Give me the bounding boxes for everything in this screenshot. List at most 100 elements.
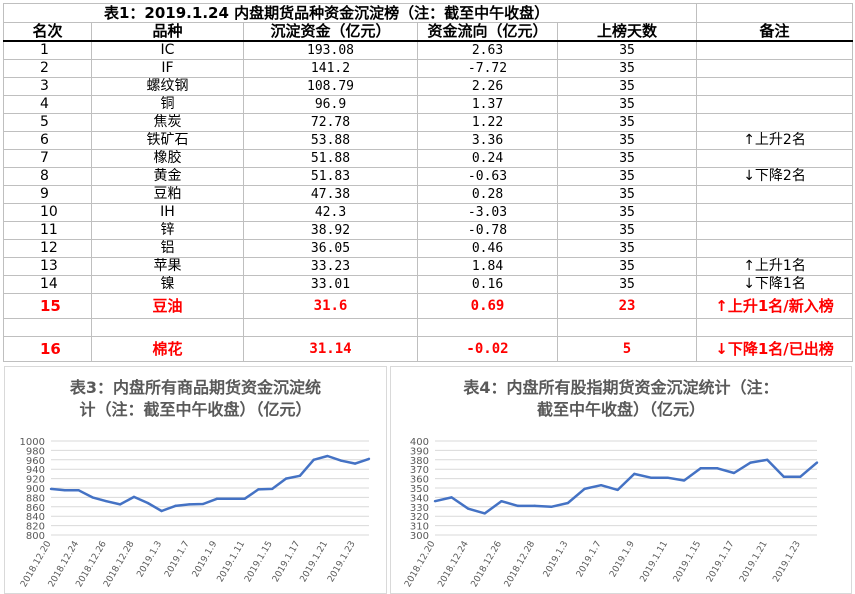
fund-cell[interactable]: 33.01 (243, 275, 418, 294)
rank-cell[interactable]: 5 (3, 113, 92, 132)
rank-cell[interactable]: 11 (3, 221, 92, 240)
name-cell[interactable]: 豆油 (91, 293, 244, 319)
days-cell[interactable]: 35 (556, 40, 698, 60)
flow-cell[interactable]: 0.46 (417, 239, 558, 258)
days-cell[interactable]: 35 (556, 77, 698, 96)
rank-cell[interactable]: 9 (3, 185, 92, 204)
flow-cell[interactable]: 1.22 (417, 113, 558, 132)
empty-cell[interactable] (91, 318, 244, 337)
name-cell[interactable]: 锌 (91, 221, 244, 240)
fund-cell[interactable]: 31.14 (243, 336, 418, 362)
flow-cell[interactable]: 3.36 (417, 131, 558, 150)
name-cell[interactable]: 苹果 (91, 257, 244, 276)
note-cell[interactable] (696, 149, 854, 168)
fund-cell[interactable]: 53.88 (243, 131, 418, 150)
flow-cell[interactable]: 2.63 (417, 40, 558, 60)
days-cell[interactable]: 35 (556, 257, 698, 276)
days-cell[interactable]: 35 (556, 131, 698, 150)
name-cell[interactable]: 棉花 (91, 336, 244, 362)
rank-cell[interactable]: 4 (3, 95, 92, 114)
name-cell[interactable]: 铁矿石 (91, 131, 244, 150)
fund-cell[interactable]: 72.78 (243, 113, 418, 132)
fund-cell[interactable]: 96.9 (243, 95, 418, 114)
days-cell[interactable]: 35 (556, 59, 698, 78)
empty-cell[interactable] (3, 318, 92, 337)
flow-cell[interactable]: 1.37 (417, 95, 558, 114)
note-cell[interactable]: ↑上升1名 (696, 257, 854, 276)
fund-cell[interactable]: 42.3 (243, 203, 418, 222)
flow-cell[interactable]: -0.02 (417, 336, 558, 362)
fund-cell[interactable]: 38.92 (243, 221, 418, 240)
rank-cell[interactable]: 15 (3, 293, 92, 319)
days-cell[interactable]: 5 (556, 336, 698, 362)
note-cell[interactable]: ↑上升1名/新入榜 (696, 293, 854, 319)
name-cell[interactable]: 焦炭 (91, 113, 244, 132)
rank-cell[interactable]: 16 (3, 336, 92, 362)
rank-cell[interactable]: 1 (3, 40, 92, 60)
flow-cell[interactable]: -0.78 (417, 221, 558, 240)
name-cell[interactable]: 铜 (91, 95, 244, 114)
name-cell[interactable]: 黄金 (91, 167, 244, 186)
name-cell[interactable]: 橡胶 (91, 149, 244, 168)
empty-cell[interactable] (696, 3, 854, 23)
note-cell[interactable] (696, 59, 854, 78)
days-cell[interactable]: 35 (556, 185, 698, 204)
days-cell[interactable]: 35 (556, 95, 698, 114)
rank-cell[interactable]: 2 (3, 59, 92, 78)
fund-cell[interactable]: 36.05 (243, 239, 418, 258)
empty-cell[interactable] (243, 318, 418, 337)
rank-cell[interactable]: 6 (3, 131, 92, 150)
note-cell[interactable] (696, 239, 854, 258)
flow-cell[interactable]: 2.26 (417, 77, 558, 96)
days-cell[interactable]: 35 (556, 221, 698, 240)
fund-cell[interactable]: 51.88 (243, 149, 418, 168)
name-cell[interactable]: 螺纹钢 (91, 77, 244, 96)
fund-cell[interactable]: 193.08 (243, 40, 418, 60)
rank-cell[interactable]: 13 (3, 257, 92, 276)
fund-cell[interactable]: 51.83 (243, 167, 418, 186)
fund-cell[interactable]: 141.2 (243, 59, 418, 78)
rank-cell[interactable]: 3 (3, 77, 92, 96)
rank-cell[interactable]: 8 (3, 167, 92, 186)
flow-cell[interactable]: 1.84 (417, 257, 558, 276)
flow-cell[interactable]: 0.24 (417, 149, 558, 168)
chart-panel-index[interactable]: 表4：内盘所有股指期货资金沉淀统计（注： 截至中午收盘）（亿元） 300 310 3… (390, 366, 852, 594)
empty-cell[interactable] (696, 318, 854, 337)
note-cell[interactable] (696, 77, 854, 96)
note-cell[interactable] (696, 113, 854, 132)
rank-cell[interactable]: 14 (3, 275, 92, 294)
chart-panel-commodity[interactable]: 表3：内盘所有商品期货资金沉淀统 计（注：截至中午收盘）（亿元） 800 820 8… (4, 366, 387, 594)
fund-cell[interactable]: 108.79 (243, 77, 418, 96)
note-cell[interactable]: ↓下降2名 (696, 167, 854, 186)
flow-cell[interactable]: 0.16 (417, 275, 558, 294)
flow-cell[interactable]: -7.72 (417, 59, 558, 78)
fund-cell[interactable]: 33.23 (243, 257, 418, 276)
empty-cell[interactable] (417, 318, 558, 337)
days-cell[interactable]: 35 (556, 149, 698, 168)
rank-cell[interactable]: 10 (3, 203, 92, 222)
days-cell[interactable]: 35 (556, 275, 698, 294)
note-cell[interactable] (696, 40, 854, 60)
name-cell[interactable]: IC (91, 40, 244, 60)
days-cell[interactable]: 35 (556, 203, 698, 222)
name-cell[interactable]: 豆粕 (91, 185, 244, 204)
days-cell[interactable]: 35 (556, 113, 698, 132)
name-cell[interactable]: 镍 (91, 275, 244, 294)
name-cell[interactable]: 铝 (91, 239, 244, 258)
days-cell[interactable]: 35 (556, 167, 698, 186)
name-cell[interactable]: IH (91, 203, 244, 222)
rank-cell[interactable]: 7 (3, 149, 92, 168)
flow-cell[interactable]: 0.28 (417, 185, 558, 204)
days-cell[interactable]: 35 (556, 239, 698, 258)
empty-cell[interactable] (556, 318, 698, 337)
note-cell[interactable] (696, 221, 854, 240)
flow-cell[interactable]: -0.63 (417, 167, 558, 186)
fund-cell[interactable]: 31.6 (243, 293, 418, 319)
name-cell[interactable]: IF (91, 59, 244, 78)
note-cell[interactable] (696, 95, 854, 114)
fund-cell[interactable]: 47.38 (243, 185, 418, 204)
note-cell[interactable]: ↑上升2名 (696, 131, 854, 150)
rank-cell[interactable]: 12 (3, 239, 92, 258)
note-cell[interactable]: ↓下降1名 (696, 275, 854, 294)
note-cell[interactable]: ↓下降1名/已出榜 (696, 336, 854, 362)
